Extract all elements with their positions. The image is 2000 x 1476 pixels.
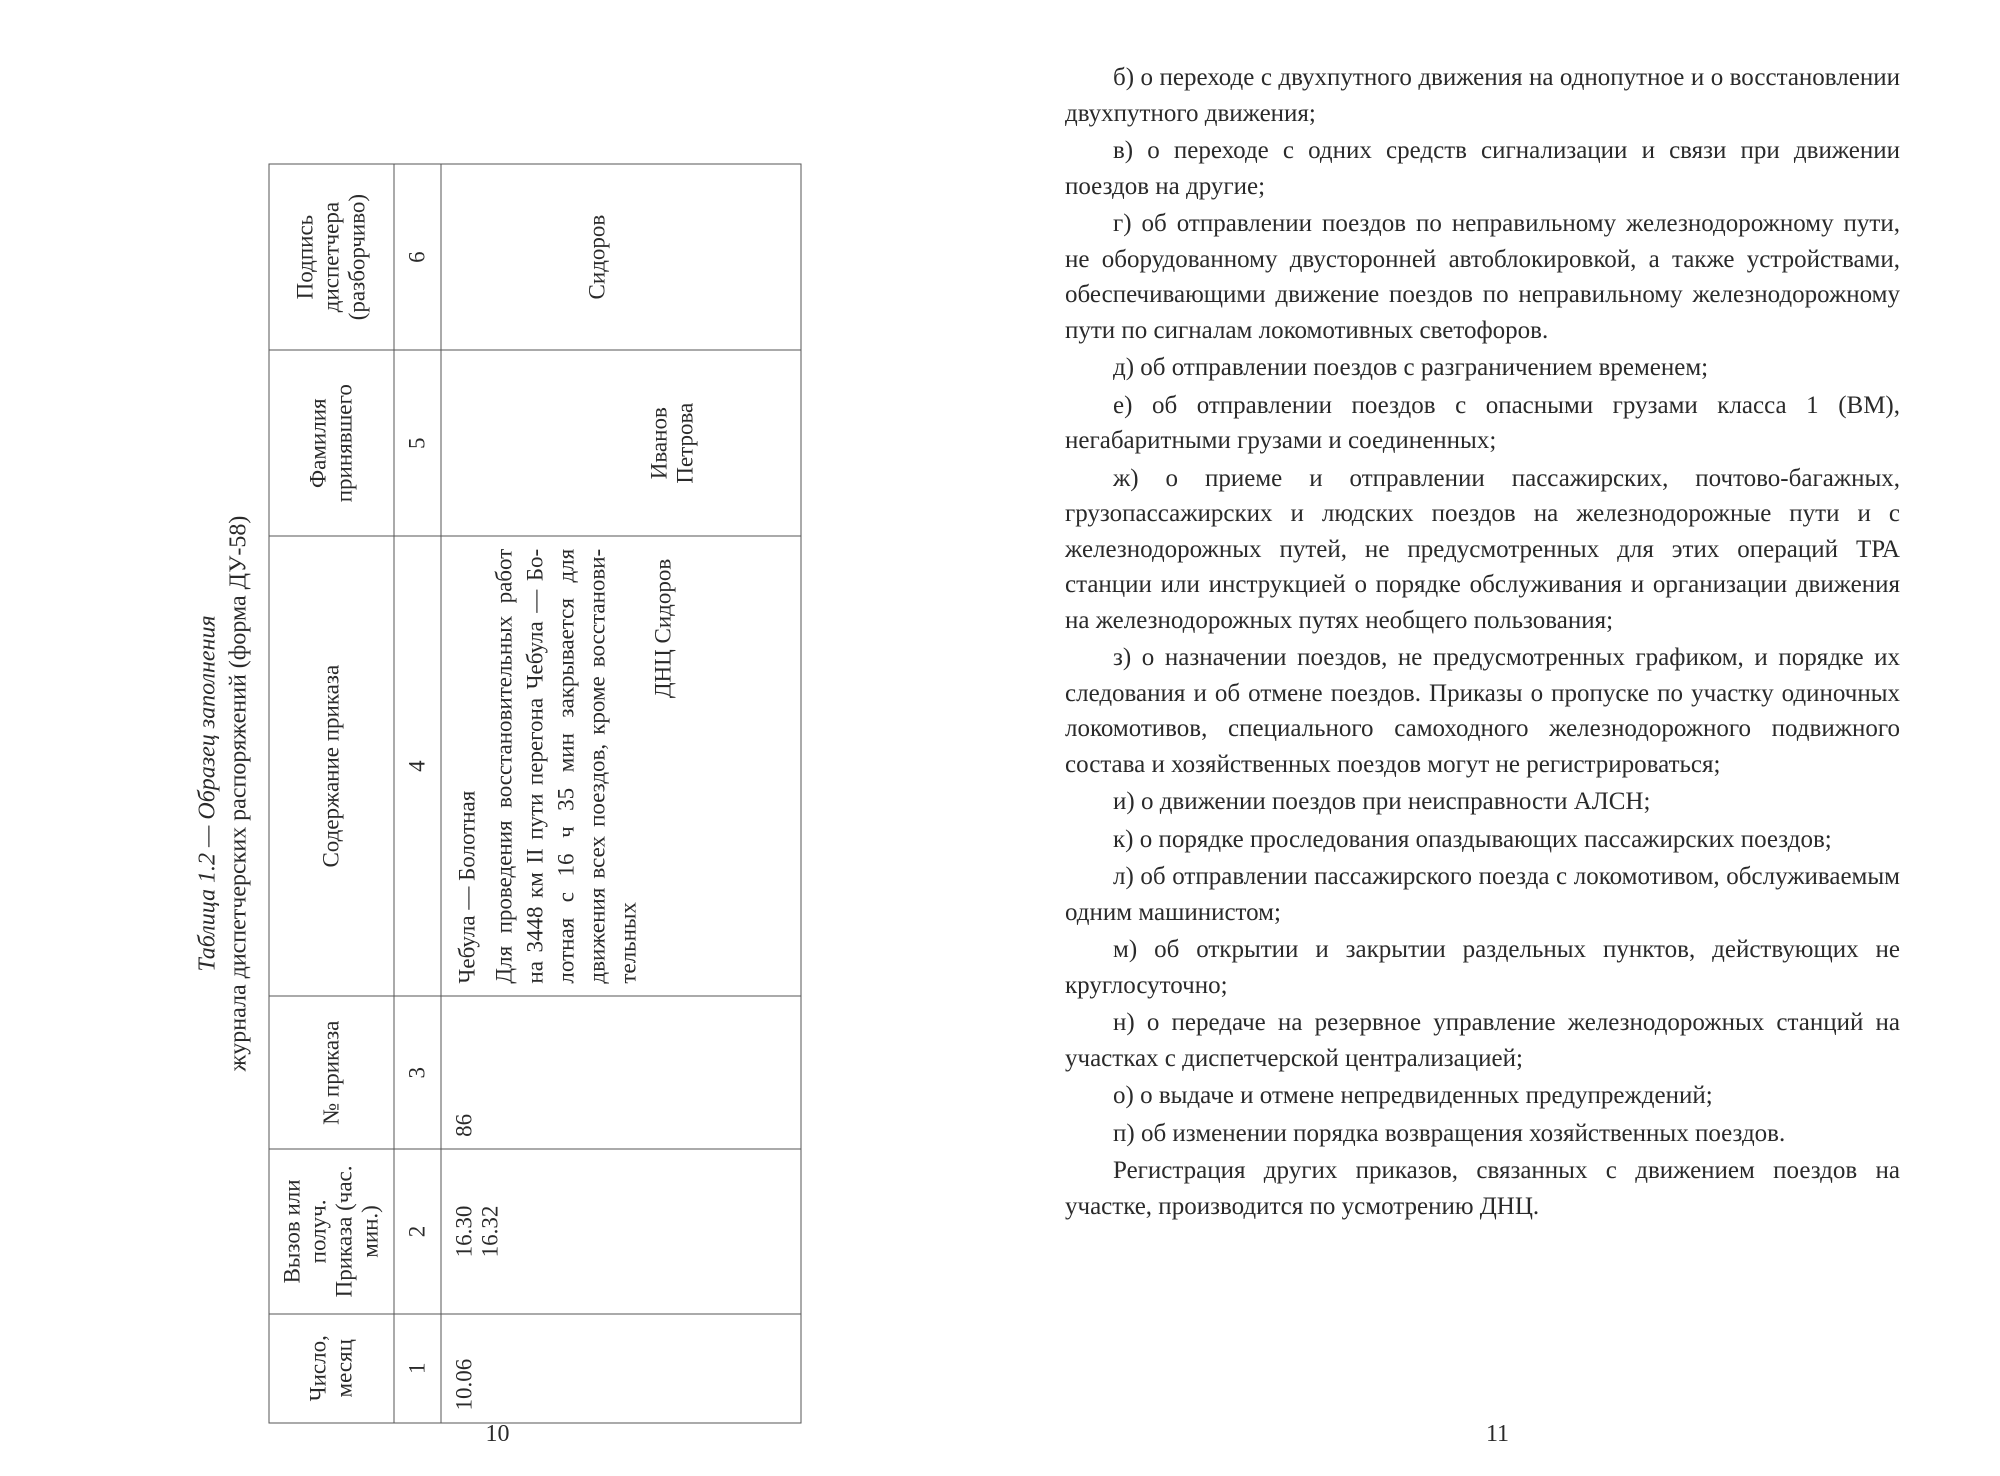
table-caption: Таблица 1.2 — Образец заполнения: [194, 164, 221, 1424]
table-row: 10.06 16.30 16.32 86 Чебула — Болотная Д…: [441, 164, 801, 1423]
paragraph-k: к) о порядке проследования опаздывающих …: [1065, 822, 1900, 858]
header-date: Число, месяц: [269, 1314, 394, 1423]
colnum-6: 6: [394, 164, 441, 350]
colnum-4: 4: [394, 536, 441, 996]
paragraph-d: д) об отправлении поездов с разграничени…: [1065, 350, 1900, 386]
header-receiver: Фамилия принявшего: [269, 350, 394, 536]
time-2: 16.32: [477, 1158, 503, 1305]
caption-text: Таблица 1.2 — Образец заполнения: [194, 615, 220, 971]
time-1: 16.30: [451, 1158, 477, 1305]
paragraph-z: з) о назначении поездов, не предусмотрен…: [1065, 640, 1900, 782]
colnum-3: 3: [394, 996, 441, 1149]
header-order-num: № приказа: [269, 996, 394, 1149]
paragraph-v: в) о переходе с одних средств сигнализац…: [1065, 133, 1900, 204]
content-line1: Чебула — Болотная: [451, 549, 482, 984]
dispatch-orders-table: Число, месяц Вызов или получ. Приказа (ч…: [268, 164, 801, 1424]
receiver-2: Петрова: [672, 351, 746, 536]
content-signature: ДНЦ Сидоров: [647, 549, 678, 984]
colnum-2: 2: [394, 1149, 441, 1313]
header-content: Содержание приказа: [269, 536, 394, 996]
paragraph-i: и) о движении поездов при неисправности …: [1065, 784, 1900, 820]
cell-content: Чебула — Болотная Для проведения восстан…: [441, 536, 801, 996]
colnum-1: 1: [394, 1314, 441, 1423]
table-subtitle: журнала диспетчерских распоряжений (форм…: [225, 164, 252, 1424]
cell-date: 10.06: [441, 1314, 801, 1423]
right-page: б) о переходе с двухпутного движения на …: [995, 0, 2000, 1476]
colnum-5: 5: [394, 350, 441, 536]
paragraph-b: б) о переходе с двухпутного движения на …: [1065, 60, 1900, 131]
content-body: Для проведения восстанови­тельных работ …: [488, 549, 643, 984]
header-call-time: Вызов или получ. Приказа (час. мин.): [269, 1149, 394, 1313]
cell-time: 16.30 16.32: [441, 1149, 801, 1313]
paragraph-l: л) об отправлении пассажирского поезда с…: [1065, 859, 1900, 930]
paragraph-reg: Регистрация других приказов, связанных с…: [1065, 1153, 1900, 1224]
rotated-table-wrapper: Таблица 1.2 — Образец заполнения журнала…: [194, 164, 801, 1424]
paragraph-m: м) об открытии и закрытии раздельных пун…: [1065, 932, 1900, 1003]
table-colnum-row: 1 2 3 4 5 6: [394, 164, 441, 1423]
cell-order-num: 86: [441, 996, 801, 1149]
table-header-row: Число, месяц Вызов или получ. Приказа (ч…: [269, 164, 394, 1423]
page-number-right: 11: [1486, 1421, 1509, 1448]
paragraph-zh: ж) о приеме и отправлении пассажирских, …: [1065, 461, 1900, 639]
dispatcher-signature: Сидоров: [584, 165, 658, 350]
paragraph-e: е) об отправлении поездов с опасными гру…: [1065, 388, 1900, 459]
page-number-left: 10: [486, 1421, 510, 1448]
paragraph-n: н) о передаче на резервное управление же…: [1065, 1005, 1900, 1076]
paragraph-o: о) о выдаче и отмене непредвиденных пред…: [1065, 1078, 1900, 1114]
header-signature: Подпись диспетчера (разборчиво): [269, 164, 394, 350]
cell-receiver: Иванов Петрова: [441, 350, 801, 536]
paragraph-p: п) об изменении порядка возвращения хозя…: [1065, 1116, 1900, 1152]
cell-signature: Сидоров: [441, 164, 801, 350]
left-page: Таблица 1.2 — Образец заполнения журнала…: [0, 0, 995, 1476]
receiver-1: Иванов: [496, 351, 672, 536]
paragraph-g: г) об отправлении поездов по неправильно…: [1065, 206, 1900, 348]
